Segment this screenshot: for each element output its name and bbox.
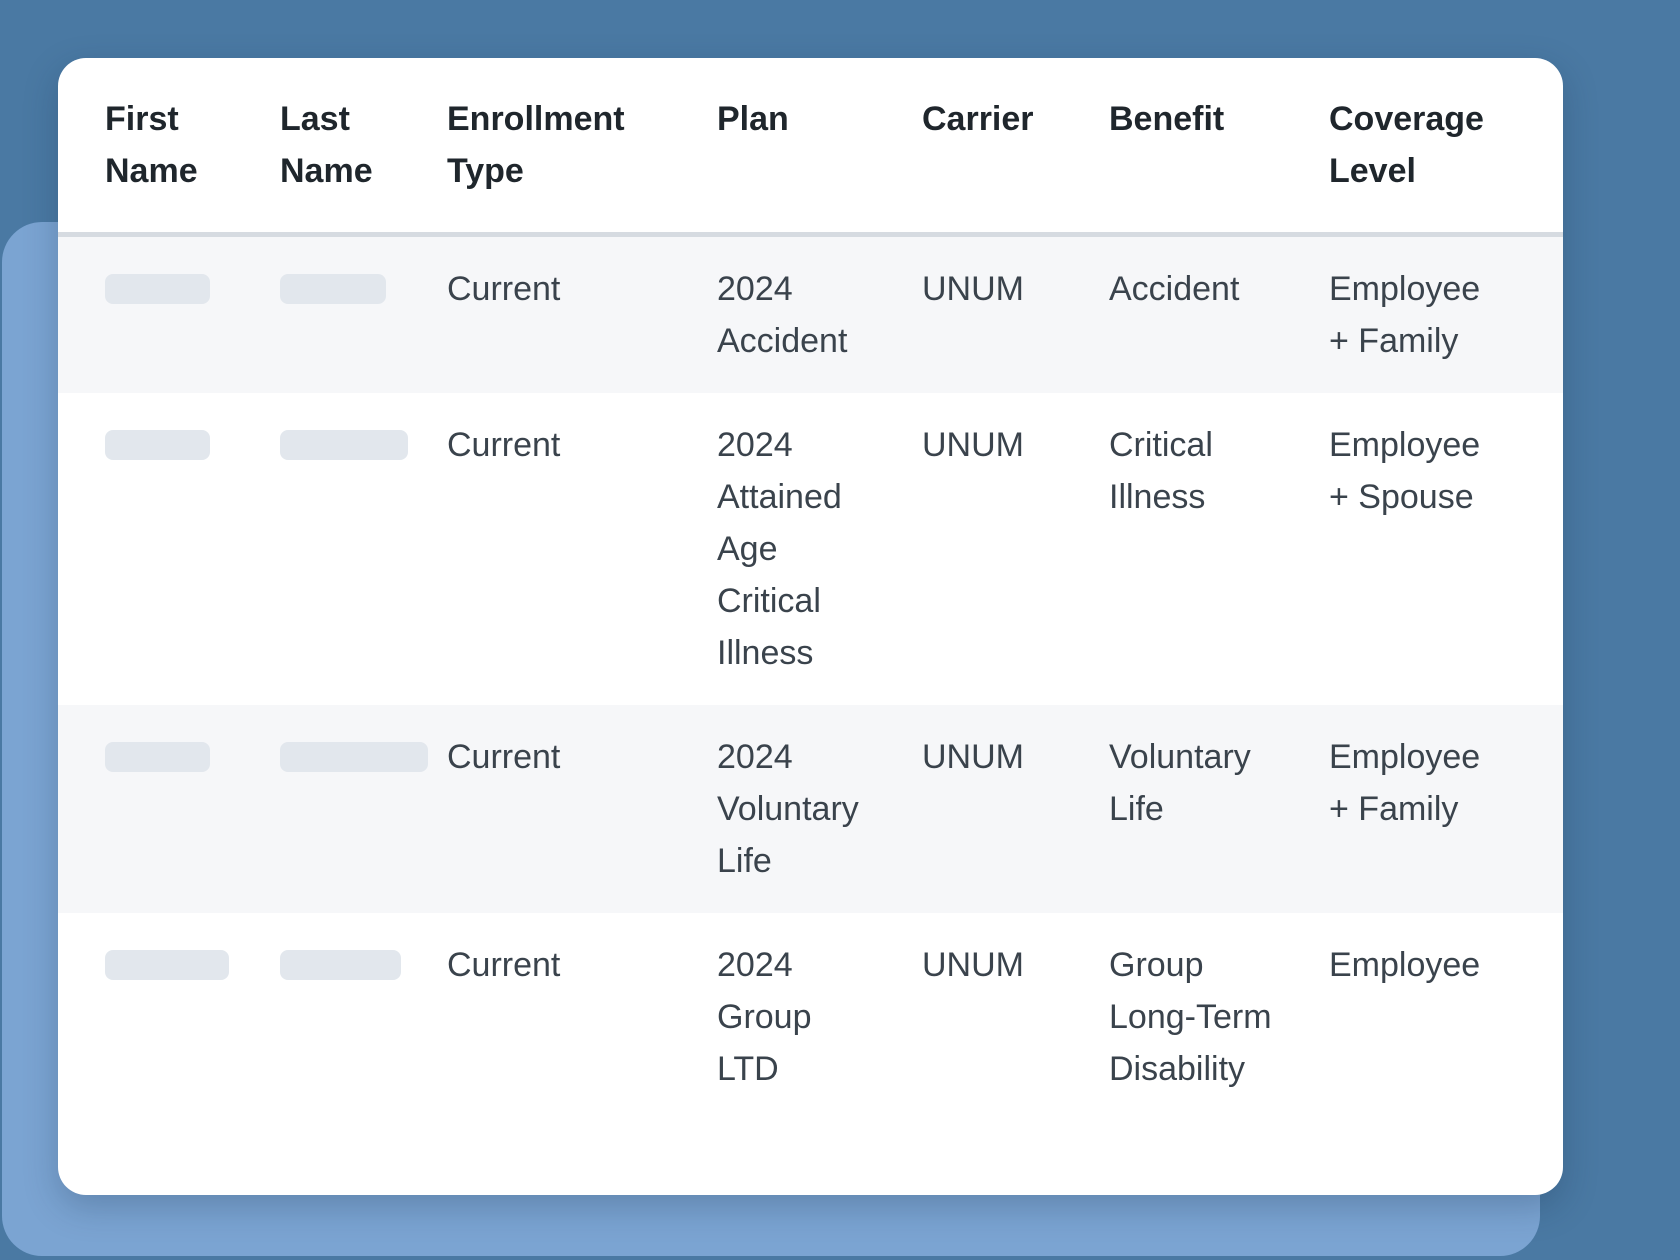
cell-carrier: UNUM [922,270,1024,308]
cell-coverage-level: Employee + Spouse [1329,426,1481,516]
cell-plan: 2024 Accident [717,270,848,360]
cell-carrier: UNUM [922,426,1024,464]
column-header-first-name: First Name [58,58,280,237]
column-header-plan: Plan [717,58,922,237]
redacted-first-name-placeholder [105,430,210,461]
cell-plan: 2024 Voluntary Life [717,738,859,880]
cell-last-name [280,235,447,394]
redacted-first-name-placeholder [105,950,229,981]
redacted-last-name-placeholder [280,742,428,773]
table-row: Current 2024 Attained Age Critical Illne… [58,393,1563,705]
cell-coverage-level: Employee + Family [1329,270,1481,360]
redacted-first-name-placeholder [105,742,210,773]
cell-last-name [280,705,447,913]
column-header-carrier: Carrier [922,58,1109,237]
cell-benefit: Accident [1109,270,1240,308]
cell-first-name [58,913,280,1121]
redacted-last-name-placeholder [280,950,401,981]
cell-enrollment-type: Current [447,946,561,984]
enrollment-table: First Name Last Name Enrollment Type Pla… [58,58,1563,1121]
cell-carrier: UNUM [922,738,1024,776]
cell-last-name [280,393,447,705]
table-row: Current 2024 Voluntary Life UNUM Volunta… [58,705,1563,913]
cell-benefit: Voluntary Life [1109,738,1251,828]
cell-plan: 2024 Attained Age Critical Illness [717,426,842,672]
redacted-last-name-placeholder [280,274,386,305]
column-header-last-name: Last Name [280,58,447,237]
table-header: First Name Last Name Enrollment Type Pla… [58,58,1563,237]
cell-plan: 2024 Group LTD [717,946,812,1088]
cell-carrier: UNUM [922,946,1024,984]
cell-benefit: Group Long-Term Disability [1109,946,1272,1088]
cell-first-name [58,705,280,913]
cell-first-name [58,393,280,705]
cell-coverage-level: Employee [1329,946,1481,984]
redacted-last-name-placeholder [280,430,408,461]
column-header-benefit: Benefit [1109,58,1329,237]
cell-enrollment-type: Current [447,426,561,464]
column-header-coverage-level: Coverage Level [1329,58,1563,237]
cell-first-name [58,235,280,394]
cell-last-name [280,913,447,1121]
cell-enrollment-type: Current [447,270,561,308]
cell-enrollment-type: Current [447,738,561,776]
table-row: Current 2024 Group LTD UNUM Group Long-T… [58,913,1563,1121]
redacted-first-name-placeholder [105,274,210,305]
enrollment-card: First Name Last Name Enrollment Type Pla… [58,58,1563,1195]
cell-coverage-level: Employee + Family [1329,738,1481,828]
cell-benefit: Critical Illness [1109,426,1213,516]
table-header-row: First Name Last Name Enrollment Type Pla… [58,58,1563,237]
column-header-enrollment-type: Enrollment Type [447,58,717,237]
table-row: Current 2024 Accident UNUM Accident Empl… [58,234,1563,394]
